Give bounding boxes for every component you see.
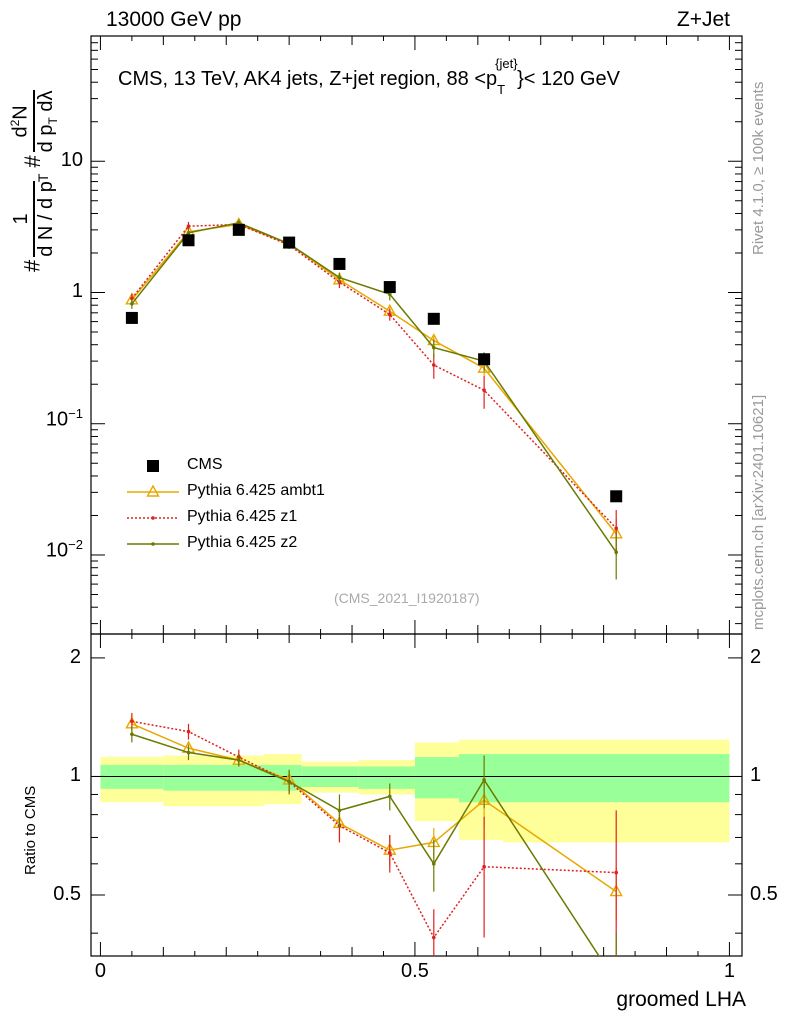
ratio-point-pythia-6-425-z2 bbox=[482, 778, 486, 782]
legend-symbol-cms bbox=[147, 460, 159, 472]
data-point-cms bbox=[427, 312, 440, 325]
ratio-point-pythia-6-425-z1 bbox=[186, 729, 191, 734]
header-energy: 13000 GeV pp bbox=[106, 8, 242, 31]
y-tick-label-upper: 1 bbox=[71, 280, 83, 303]
ratio-band-inner bbox=[163, 764, 264, 791]
ratio-band-inner bbox=[502, 754, 730, 803]
data-point-cms bbox=[125, 311, 138, 324]
analysis-watermark: (CMS_2021_I1920187) bbox=[334, 590, 480, 606]
x-tick-label: 1 bbox=[723, 960, 735, 982]
point-pythia-6-425-z1 bbox=[482, 388, 486, 393]
series-line-pythia-6-425-z1 bbox=[131, 223, 617, 529]
ratio-point-pythia-6-425-z1 bbox=[431, 935, 436, 940]
ratio-point-pythia-6-425-z2 bbox=[130, 732, 134, 737]
point-pythia-6-425-ambt1 bbox=[477, 360, 491, 373]
y-tick-label-lower: 2 bbox=[69, 645, 81, 668]
y-tick-label-lower-right: 1 bbox=[750, 764, 762, 787]
x-tick-label: 0.5 bbox=[401, 960, 429, 982]
ratio-point-pythia-6-425-z1 bbox=[130, 719, 134, 724]
data-point-cms bbox=[283, 236, 296, 249]
point-pythia-6-425-z2 bbox=[237, 220, 241, 225]
data-point-cms bbox=[478, 353, 491, 366]
point-pythia-6-425-z1 bbox=[387, 312, 392, 317]
chart-title-sub: T bbox=[497, 82, 506, 97]
ratio-panel bbox=[90, 633, 743, 957]
chart-title-main: CMS, 13 TeV, AK4 jets, Z+jet region, 88 … bbox=[118, 68, 498, 90]
point-pythia-6-425-z2 bbox=[130, 301, 134, 306]
legend-label-pythia-6-425-ambt1: Pythia 6.425 ambt1 bbox=[187, 482, 325, 499]
chart-title-sup: {jet} bbox=[495, 56, 518, 71]
x-axis-title: groomed LHA bbox=[616, 988, 746, 1011]
y-tick-label-upper: 10−1 bbox=[45, 405, 83, 431]
point-pythia-6-425-z1 bbox=[186, 224, 191, 228]
point-pythia-6-425-z1 bbox=[431, 363, 436, 367]
legend-label-cms: CMS bbox=[187, 456, 223, 473]
ratio-point-pythia-6-425-z1 bbox=[387, 850, 392, 855]
ratio-point-pythia-6-425-z1 bbox=[482, 864, 486, 869]
data-point-cms bbox=[182, 234, 195, 247]
chart-title-tail: }< 120 GeV bbox=[517, 68, 620, 90]
y-tick-label-lower: 0.5 bbox=[53, 882, 81, 905]
legend-symbol-pythia-6-425-z2 bbox=[151, 542, 155, 546]
point-pythia-6-425-z2 bbox=[387, 292, 392, 297]
legend-symbol-pythia-6-425-ambt1 bbox=[146, 484, 160, 497]
ratio-point-pythia-6-425-z2 bbox=[387, 794, 392, 799]
header-process: Z+Jet bbox=[676, 8, 730, 31]
ratio-point-pythia-6-425-z2 bbox=[237, 758, 241, 762]
data-point-cms bbox=[333, 257, 346, 270]
point-pythia-6-425-z2 bbox=[614, 550, 619, 555]
data-point-cms bbox=[610, 490, 623, 503]
ratio-point-pythia-6-425-z2 bbox=[287, 779, 291, 784]
legend-symbol-pythia-6-425-z1 bbox=[151, 516, 155, 520]
ratio-band-inner bbox=[458, 754, 503, 803]
ratio-point-pythia-6-425-z2 bbox=[337, 808, 342, 813]
point-pythia-6-425-z1 bbox=[130, 296, 134, 301]
ratio-series-group bbox=[125, 712, 623, 956]
point-pythia-6-425-z2 bbox=[337, 275, 342, 280]
x-tick-label: 0 bbox=[94, 960, 106, 982]
ratio-band-inner bbox=[414, 757, 459, 799]
y-tick-label-lower: 1 bbox=[69, 764, 81, 787]
legend-label-pythia-6-425-z1: Pythia 6.425 z1 bbox=[187, 508, 298, 525]
chart-title: CMS, 13 TeV, AK4 jets, Z+jet region, 88 … bbox=[118, 56, 620, 97]
legend-label-pythia-6-425-z2: Pythia 6.425 z2 bbox=[187, 534, 298, 551]
lower-frame bbox=[90, 633, 743, 957]
point-pythia-6-425-z2 bbox=[186, 230, 191, 235]
data-point-cms bbox=[383, 281, 396, 294]
ratio-point-pythia-6-425-z2 bbox=[186, 750, 191, 755]
y-tick-label-upper: 10 bbox=[60, 149, 83, 172]
ratio-point-pythia-6-425-z2 bbox=[431, 862, 436, 866]
y-tick-label-lower-right: 0.5 bbox=[750, 882, 778, 905]
ratio-point-pythia-6-425-z1 bbox=[614, 870, 619, 875]
y-tick-label-lower-right: 2 bbox=[750, 645, 762, 668]
data-point-cms bbox=[232, 223, 245, 236]
point-pythia-6-425-z1 bbox=[614, 526, 619, 530]
ratio-band-inner bbox=[358, 766, 415, 789]
point-pythia-6-425-z2 bbox=[431, 345, 436, 350]
y-tick-label-upper: 10−2 bbox=[45, 536, 83, 562]
